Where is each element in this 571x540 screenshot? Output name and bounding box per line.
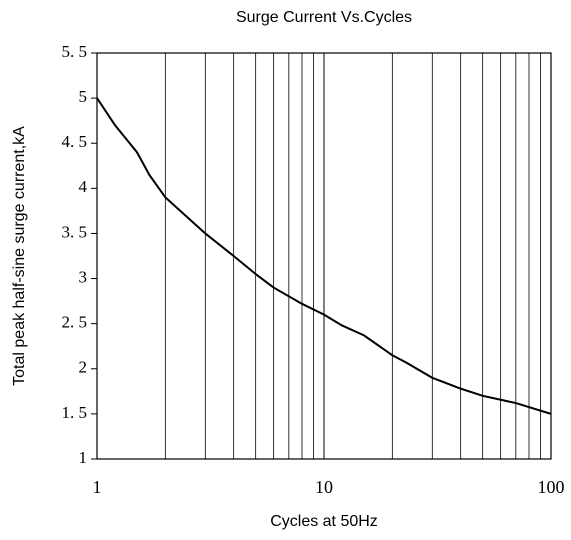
y-tick-label: 1. 5 [62, 403, 88, 422]
y-tick-label: 5. 5 [62, 42, 88, 61]
y-tick-label: 2 [79, 358, 88, 377]
y-tick-label: 3 [79, 267, 88, 286]
y-tick-label: 3. 5 [62, 222, 88, 241]
y-tick-label: 5 [79, 87, 88, 106]
chart-title: Surge Current Vs.Cycles [236, 9, 412, 26]
y-tick-label: 2. 5 [62, 313, 88, 332]
x-tick-label: 100 [538, 477, 565, 497]
x-tick-label: 1 [93, 477, 102, 497]
y-tick-label: 1 [79, 448, 88, 467]
y-axis-label: Total peak half-sine surge current,kA [11, 126, 28, 386]
y-tick-label: 4 [79, 177, 88, 196]
plot-frame [96, 52, 552, 460]
y-tick-label: 4. 5 [62, 132, 88, 151]
data-line [96, 97, 552, 415]
x-axis-label: Cycles at 50Hz [270, 513, 378, 530]
x-tick-label: 10 [315, 477, 333, 497]
